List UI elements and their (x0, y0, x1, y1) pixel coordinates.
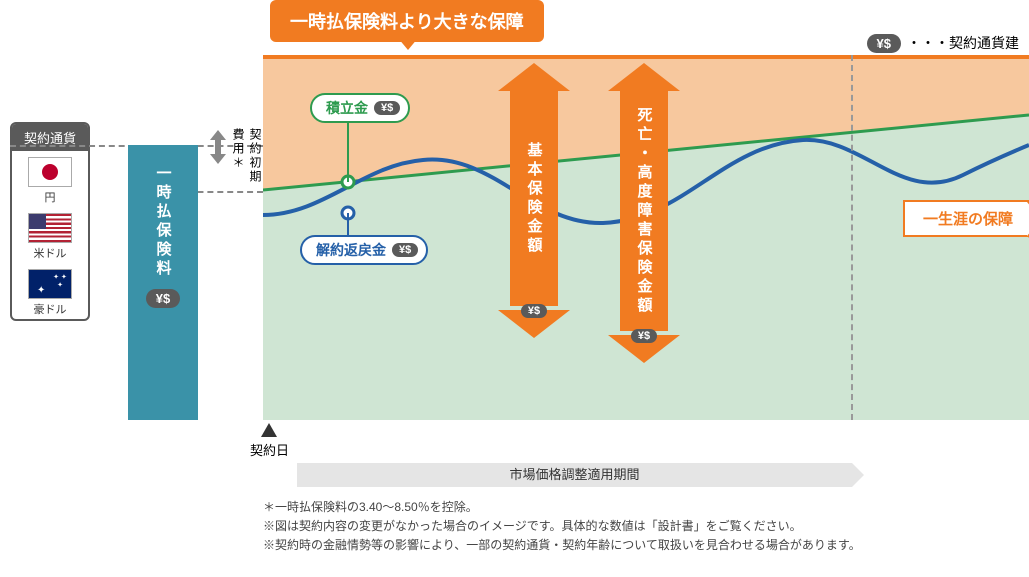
contract-day-marker-icon (261, 423, 277, 437)
ys-icon: ¥$ (521, 304, 547, 318)
arrow-basic-amount: 基本保険金額 ¥$ (510, 63, 558, 338)
arrow-death-amount: 死亡・高度障害保険金額 ¥$ (620, 63, 668, 363)
flag-au-icon (28, 269, 72, 299)
note-2: ※図は契約内容の変更がなかった場合のイメージです。具体的な数値は「設計書」をご覧… (263, 517, 1003, 536)
blue-line-label: 解約返戻金¥$ (300, 235, 428, 265)
currency-au: 豪ドル (12, 263, 88, 319)
banner: 一時払保険料より大きな保障 (270, 0, 544, 42)
arrow-up-icon (608, 63, 680, 91)
arrow-up-icon (498, 63, 570, 91)
legend-currency: ¥$ ・・・契約通貨建 (867, 33, 1019, 53)
period-bar: 市場価格調整適用期間 (297, 463, 852, 487)
contract-day-label: 契約日 (250, 440, 289, 459)
premium-label: 一時払保険料 (153, 165, 174, 279)
ys-icon: ¥$ (631, 329, 657, 343)
currency-jp: 円 (12, 151, 88, 207)
ys-icon: ¥$ (374, 101, 400, 115)
green-line-label: 積立金¥$ (310, 93, 410, 123)
currency-us: 米ドル (12, 207, 88, 263)
note-1: ＊一時払保険料の3.40～8.50％を控除。 (263, 498, 1003, 517)
currency-box: 契約通貨 円 米ドル 豪ドル (10, 122, 90, 321)
lifetime-box: 一生涯の保障 (903, 200, 1029, 237)
flag-jp-icon (28, 157, 72, 187)
flag-us-icon (28, 213, 72, 243)
dash-vertical (851, 55, 853, 420)
ys-icon: ¥$ (392, 243, 418, 257)
initial-fee: 契約初期費用＊ (198, 128, 263, 188)
premium-box: 一時払保険料 ¥$ (128, 145, 198, 420)
legend-text: ・・・契約通貨建 (907, 33, 1019, 53)
banner-tail (398, 38, 418, 50)
footnotes: ＊一時払保険料の3.40～8.50％を控除。 ※図は契約内容の変更がなかった場合… (263, 498, 1003, 556)
note-3: ※契約時の金融情勢等の影響により、一部の契約通貨・契約年齢について取扱いを見合わ… (263, 536, 1003, 555)
updown-arrow-icon (210, 130, 226, 164)
fee-label: 契約初期費用＊ (230, 128, 264, 188)
ys-icon: ¥$ (146, 289, 180, 308)
ys-icon: ¥$ (867, 34, 901, 53)
